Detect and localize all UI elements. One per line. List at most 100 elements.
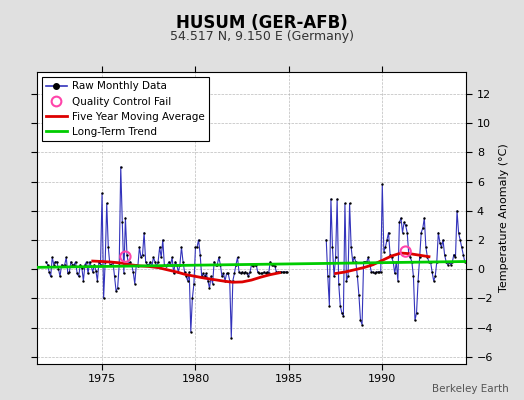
Point [446,262,455,268]
Point [79,278,88,284]
Point [416,254,424,261]
Point [246,269,254,275]
Point [113,285,122,291]
Point [406,254,414,261]
Point [331,254,340,261]
Point [392,258,400,265]
Point [177,244,185,250]
Point [266,258,275,265]
Point [401,248,410,255]
Point [370,270,379,277]
Point [260,269,268,275]
Point [227,334,235,341]
Point [409,273,418,280]
Point [168,254,176,261]
Point [389,258,397,265]
Point [157,254,166,261]
Point [204,278,212,284]
Point [196,251,204,258]
Point [101,258,110,265]
Point [325,302,334,309]
Point [121,215,129,221]
Point [350,254,358,261]
Point [422,244,430,250]
Point [445,258,453,265]
Legend: Raw Monthly Data, Quality Control Fail, Five Year Moving Average, Long-Term Tren: Raw Monthly Data, Quality Control Fail, … [42,77,209,141]
Point [258,270,267,277]
Point [341,200,349,206]
Point [58,262,66,268]
Point [386,251,394,258]
Point [268,262,276,268]
Point [215,254,223,261]
Point [378,181,387,188]
Point [67,258,75,265]
Point [348,258,357,265]
Point [405,251,413,258]
Point [420,215,429,221]
Point [43,262,52,268]
Point [358,321,366,328]
Point [327,196,335,202]
Point [336,302,344,309]
Point [134,263,142,269]
Point [408,258,416,265]
Point [201,273,209,280]
Point [423,254,432,261]
Point [244,273,253,280]
Point [250,262,259,268]
Point [230,270,238,277]
Y-axis label: Temperature Anomaly (°C): Temperature Anomaly (°C) [499,144,509,292]
Text: Berkeley Earth: Berkeley Earth [432,384,508,394]
Point [149,254,158,261]
Point [70,262,78,268]
Point [116,164,125,170]
Point [212,262,220,268]
Point [269,262,278,268]
Point [369,269,377,275]
Point [241,269,249,275]
Point [239,270,248,277]
Point [243,270,251,277]
Point [183,278,192,284]
Point [126,258,134,265]
Point [345,200,354,206]
Point [361,258,369,265]
Point [109,258,117,265]
Point [430,278,438,284]
Point [398,229,407,236]
Point [213,262,222,268]
Point [82,258,91,265]
Point [366,262,374,268]
Point [95,258,103,265]
Point [277,269,285,275]
Point [51,258,60,265]
Point [89,269,97,275]
Point [440,251,449,258]
Point [403,229,411,236]
Point [375,269,384,275]
Point [48,254,57,261]
Point [333,196,341,202]
Point [367,269,376,275]
Point [437,244,445,250]
Point [138,251,147,258]
Point [123,251,131,258]
Point [265,270,273,277]
Point [154,258,162,265]
Point [461,258,469,265]
Point [322,237,331,243]
Point [174,269,182,275]
Point [78,264,86,271]
Point [115,262,123,268]
Point [205,285,214,291]
Point [145,262,153,268]
Point [383,237,391,243]
Point [74,273,83,280]
Point [132,262,140,268]
Point [263,269,271,275]
Point [221,278,229,284]
Point [450,251,458,258]
Point [190,280,198,287]
Point [281,269,290,275]
